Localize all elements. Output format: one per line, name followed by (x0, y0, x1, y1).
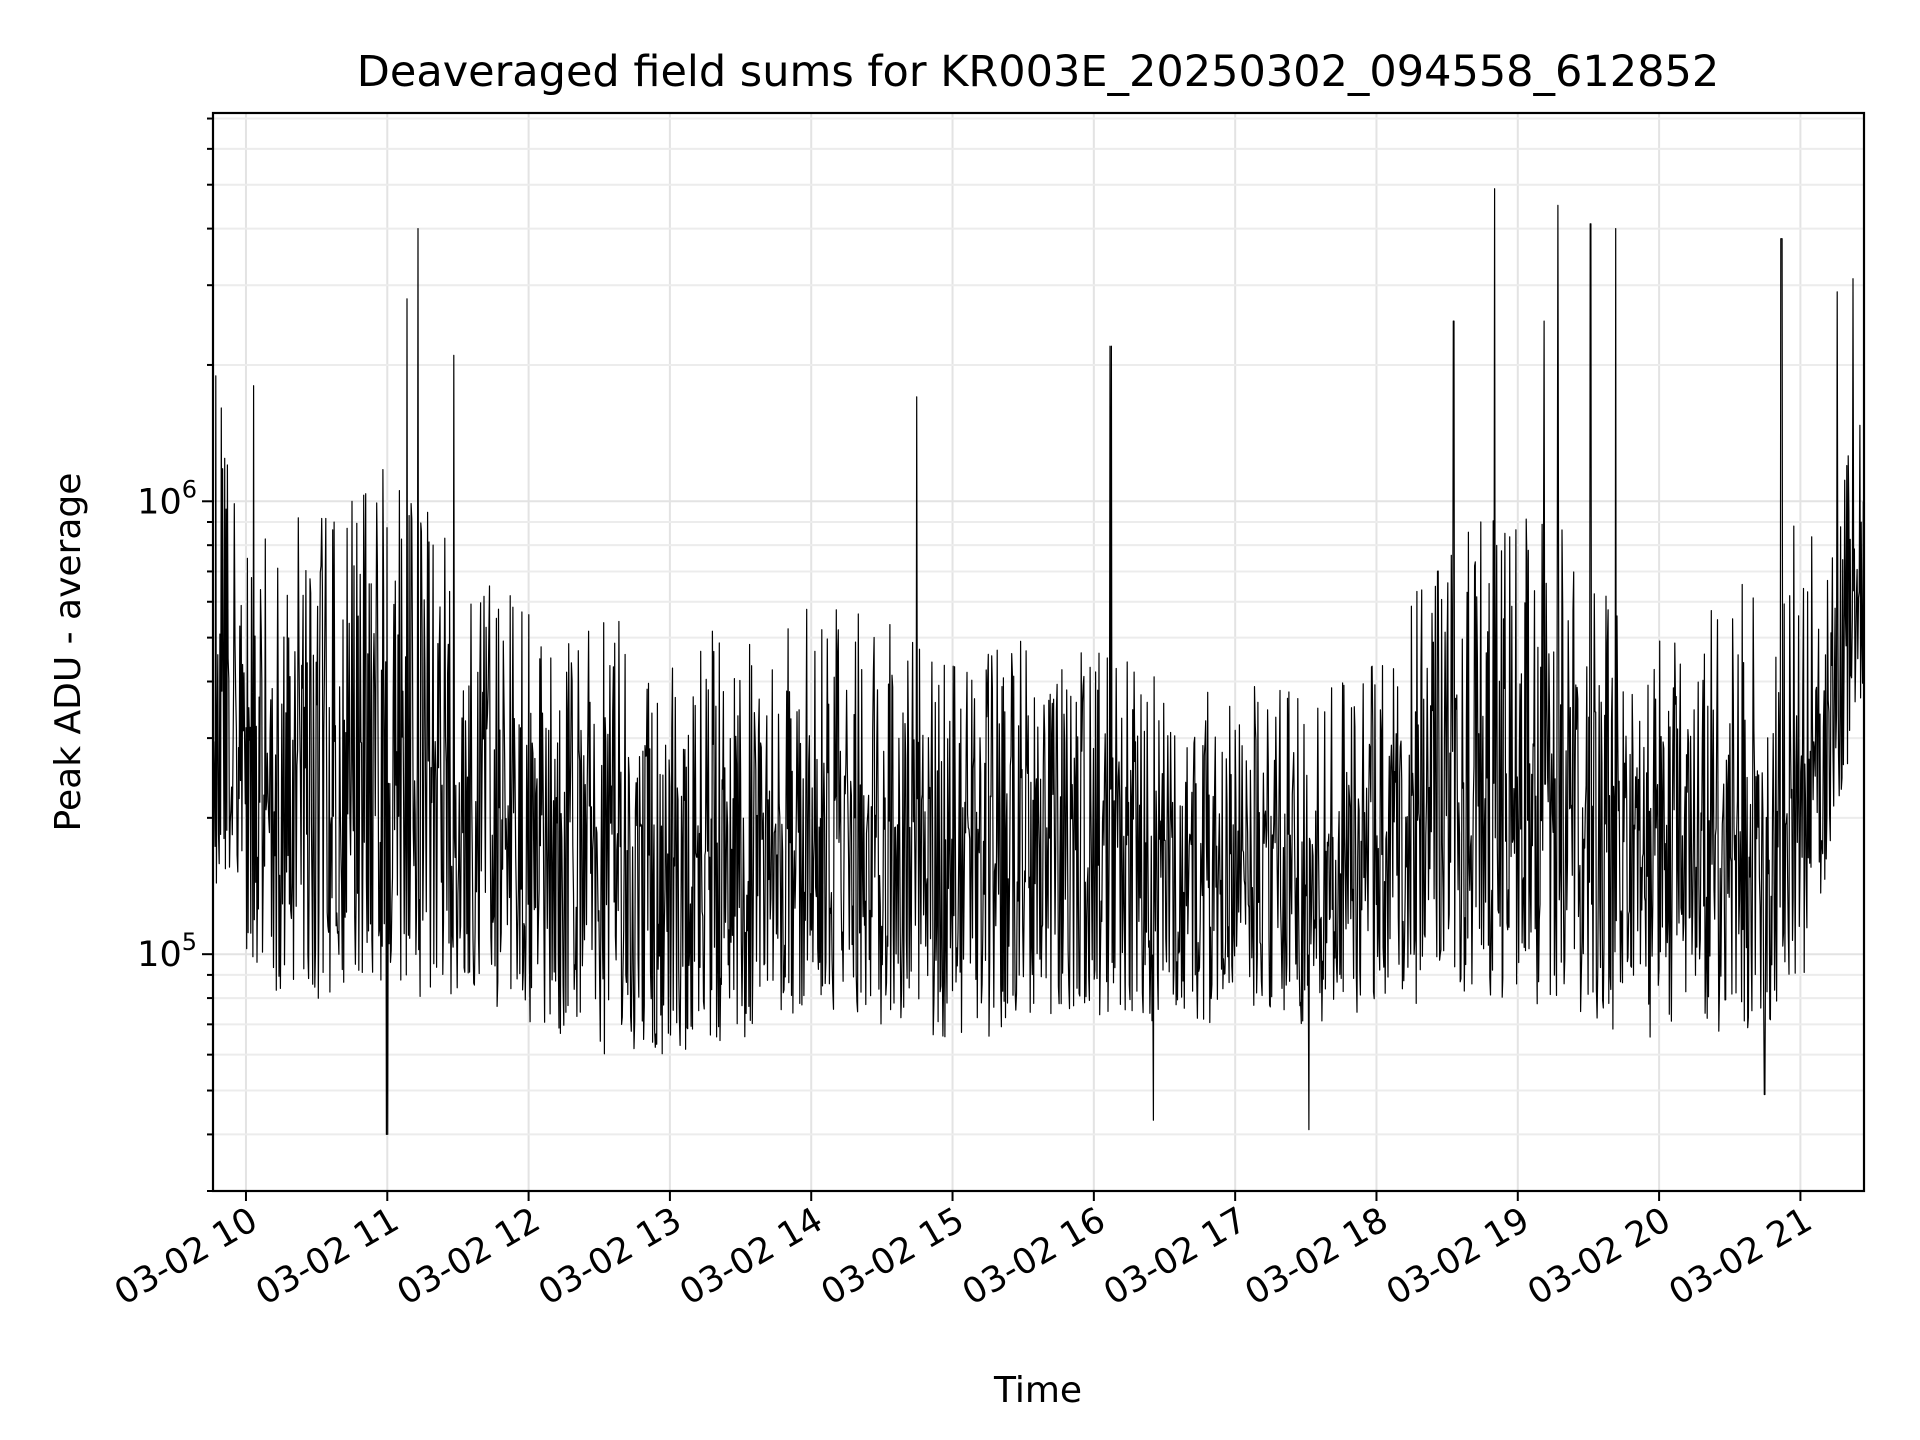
chart-title: Deaveraged field sums for KR003E_2025030… (357, 47, 1719, 97)
x-axis-label: Time (993, 1370, 1082, 1411)
data-series (212, 188, 1865, 1135)
y-tick-label: 105 (137, 928, 197, 975)
plot-frame (211, 111, 1866, 1193)
y-tick-exponent: 6 (182, 475, 197, 503)
y-tick-base: 10 (137, 935, 182, 975)
y-tick-label: 106 (137, 475, 197, 522)
series-line (212, 188, 1865, 1135)
y-axis-label: Peak ADU - average (48, 473, 89, 832)
y-tick-base: 10 (137, 482, 182, 522)
y-tick-exponent: 5 (182, 928, 197, 956)
